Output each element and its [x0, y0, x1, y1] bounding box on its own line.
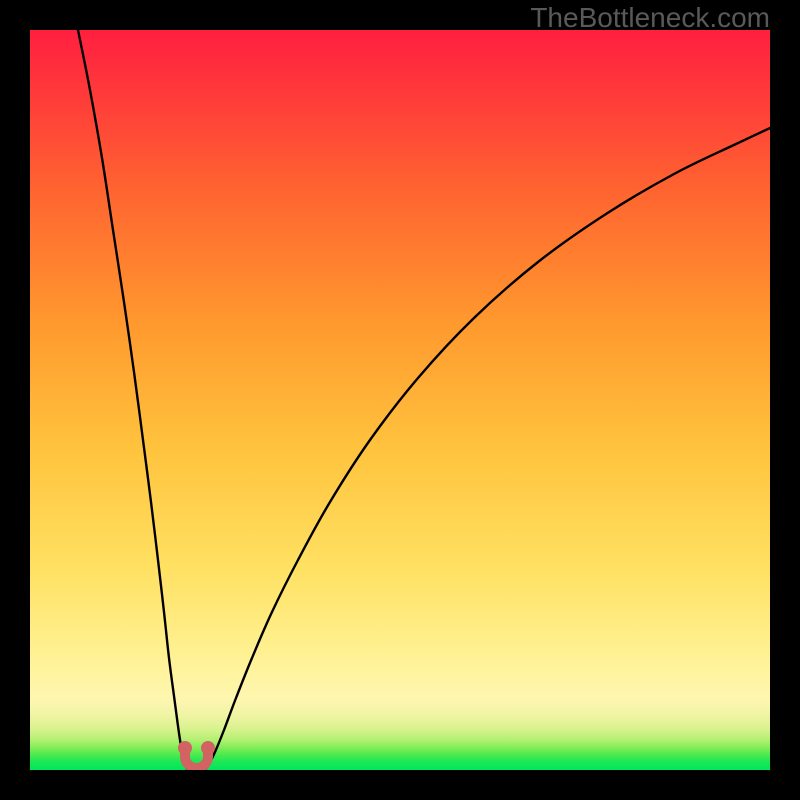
right-curve [205, 128, 770, 770]
trough-cap-left [178, 741, 192, 755]
chart-container: TheBottleneck.com [0, 0, 800, 800]
curve-overlay [30, 30, 770, 770]
watermark-text: TheBottleneck.com [530, 2, 770, 34]
trough-cap-right [201, 741, 215, 755]
left-curve [78, 30, 188, 770]
plot-area [30, 30, 770, 770]
